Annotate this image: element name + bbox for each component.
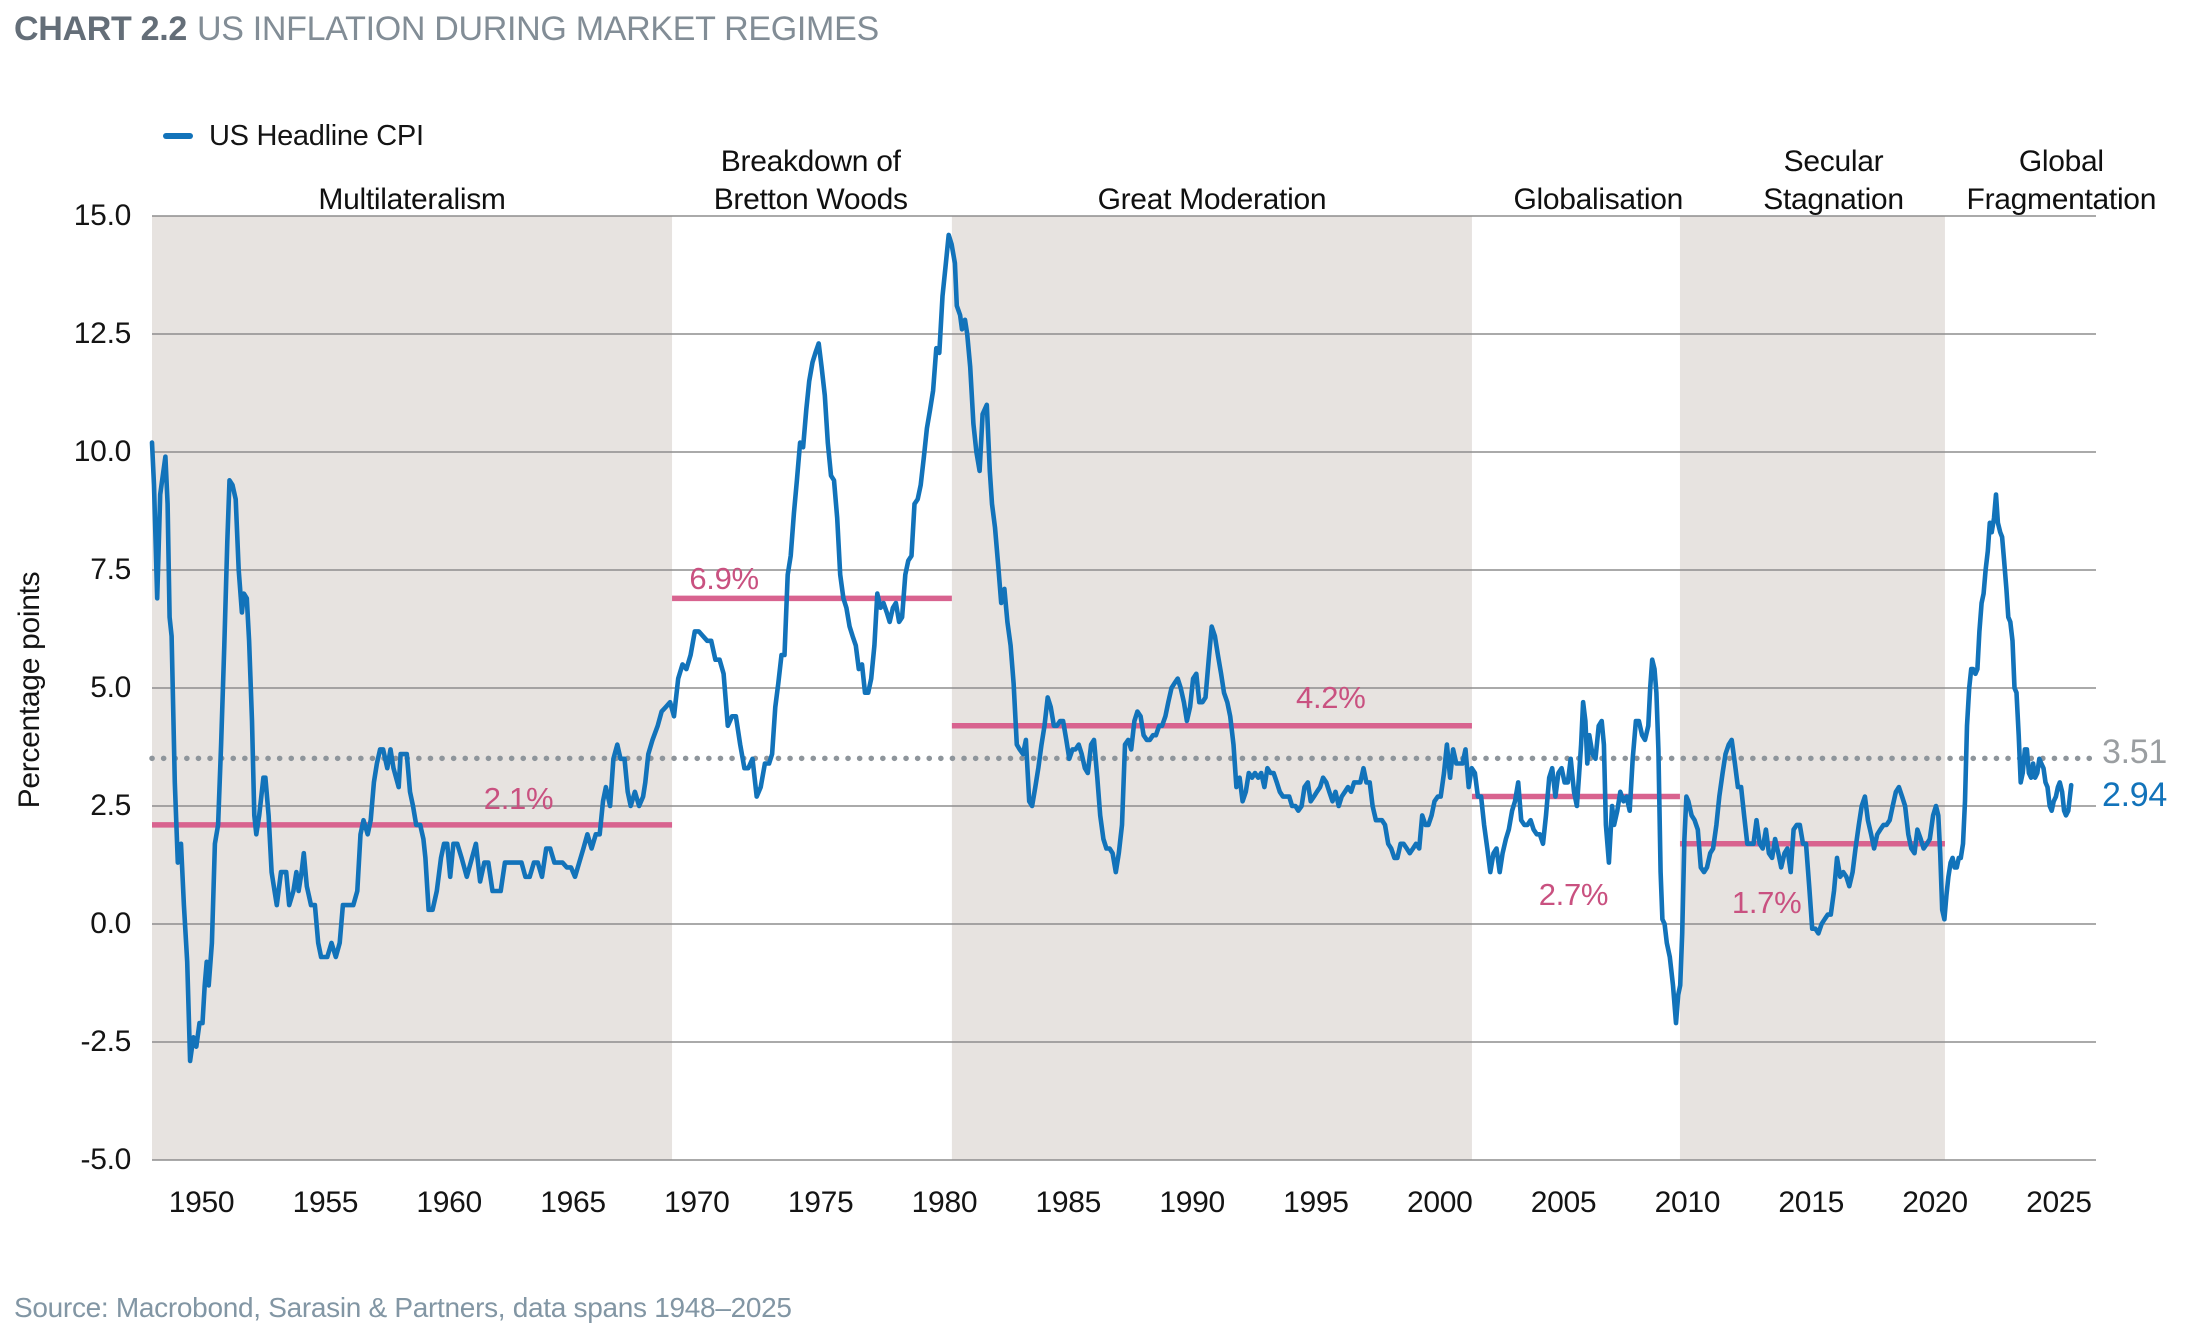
regime-average-label: 4.2% <box>1296 680 1366 716</box>
y-tick-label: 15.0 <box>73 199 132 232</box>
y-tick-label: 2.5 <box>90 789 131 822</box>
regime-average-label: 1.7% <box>1731 885 1802 921</box>
legend-line-swatch-icon <box>163 133 193 139</box>
regime-label: Fragmentation <box>1966 183 2157 216</box>
x-tick-label: 1990 <box>1159 1186 1225 1219</box>
chart-title-number: CHART 2.2 <box>14 10 187 48</box>
y-tick-label: -2.5 <box>80 1025 132 1058</box>
x-tick-label: 2025 <box>2026 1186 2092 1219</box>
regime-average-label: 2.1% <box>483 780 554 816</box>
latest-value-label: 2.94 <box>2102 776 2167 814</box>
y-tick-label: 0.0 <box>90 907 131 940</box>
legend: US Headline CPI <box>163 118 424 154</box>
regime-average-label: 6.9% <box>689 561 759 597</box>
y-tick-label: 10.0 <box>73 435 132 468</box>
x-tick-label: 1980 <box>911 1186 978 1219</box>
x-tick-label: 1970 <box>664 1186 730 1219</box>
regime-label: Secular <box>1783 145 1884 178</box>
chart-title: CHART 2.2 US INFLATION DURING MARKET REGI… <box>14 10 879 49</box>
x-tick-label: 2015 <box>1778 1186 1844 1219</box>
x-tick-label: 1950 <box>168 1186 235 1219</box>
regime-average-label: 2.7% <box>1538 877 1609 913</box>
x-tick-label: 1955 <box>292 1186 359 1219</box>
regime-label: Globalisation <box>1513 183 1683 216</box>
x-tick-label: 2010 <box>1654 1186 1721 1219</box>
y-tick-label: 7.5 <box>90 553 131 586</box>
legend-series-label: US Headline CPI <box>209 119 424 152</box>
regime-label: Great Moderation <box>1097 183 1327 216</box>
y-tick-label: -5.0 <box>80 1143 132 1176</box>
chart-title-text: US INFLATION DURING MARKET REGIMES <box>197 10 879 48</box>
regime-label: Multilateralism <box>318 183 506 216</box>
x-tick-label: 2020 <box>1902 1186 1968 1219</box>
regime-label: Stagnation <box>1763 183 1904 216</box>
regime-label: Global <box>2018 145 2104 178</box>
x-tick-label: 2000 <box>1406 1186 1473 1219</box>
x-tick-label: 1985 <box>1035 1186 1102 1219</box>
regime-label: Bretton Woods <box>713 183 908 216</box>
y-tick-label: 12.5 <box>73 317 132 350</box>
x-tick-label: 2005 <box>1530 1186 1597 1219</box>
y-tick-label: 5.0 <box>90 671 131 704</box>
regime-label: Breakdown of <box>720 145 901 178</box>
x-tick-label: 1995 <box>1283 1186 1349 1219</box>
cpi-line <box>149 232 2074 1064</box>
x-tick-label: 1975 <box>787 1186 854 1219</box>
x-tick-label: 1960 <box>416 1186 482 1219</box>
source-note: Source: Macrobond, Sarasin & Partners, d… <box>14 1292 792 1323</box>
x-tick-label: 1965 <box>540 1186 606 1219</box>
overall-average-value-label: 3.51 <box>2102 733 2167 771</box>
